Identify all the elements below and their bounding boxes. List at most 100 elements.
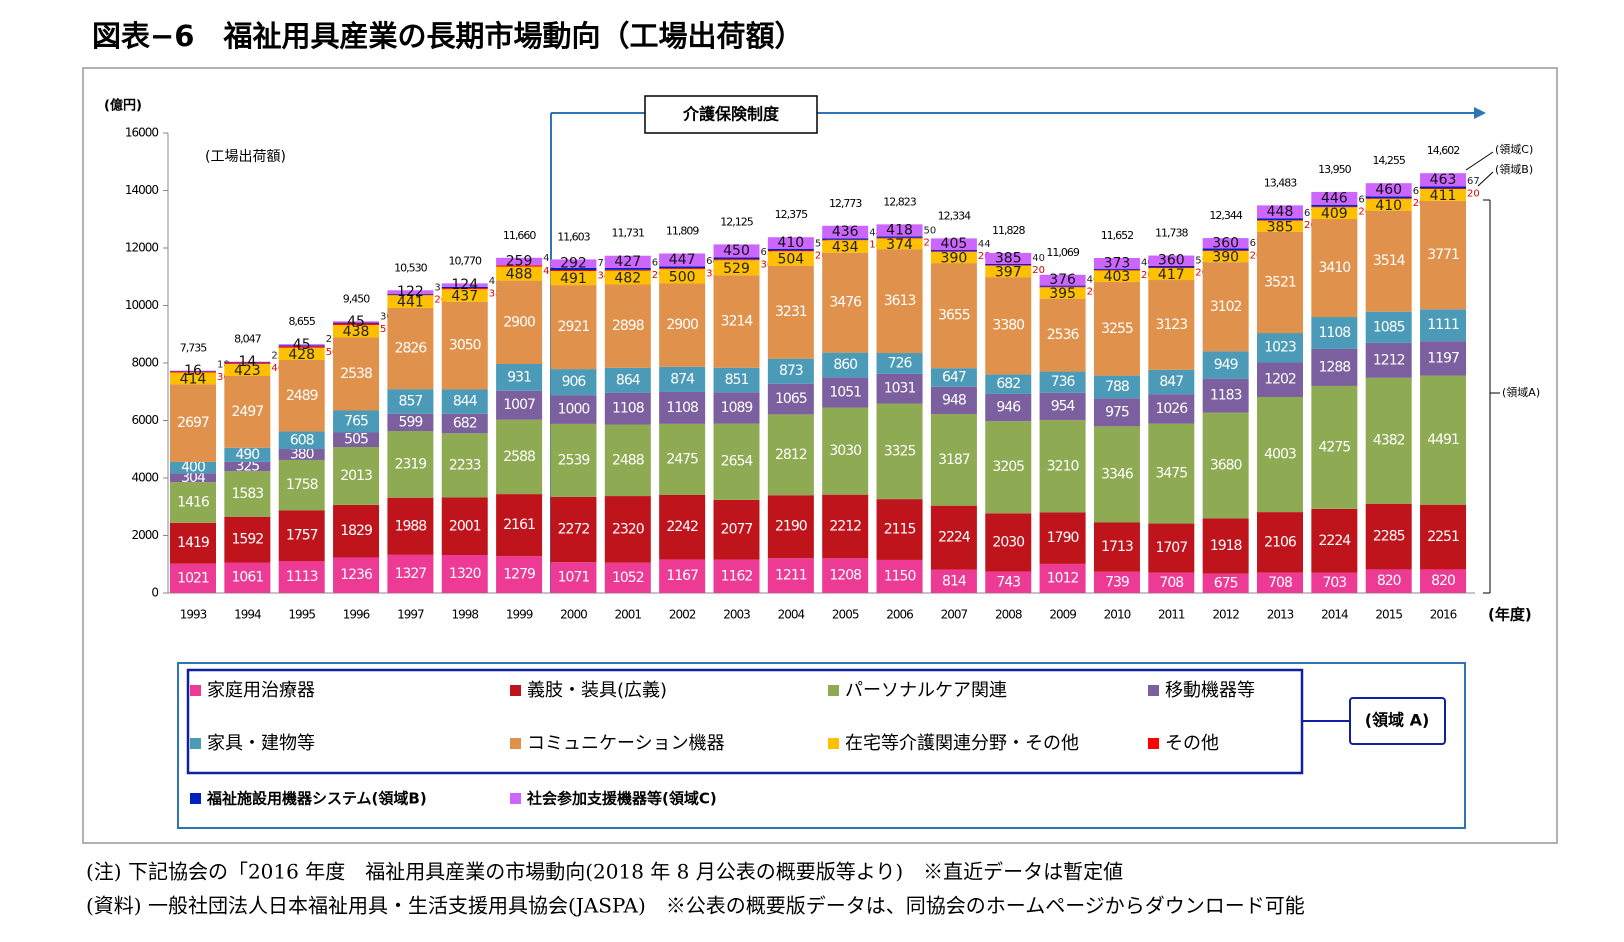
x-tick-label: 2015 <box>1375 608 1402 622</box>
value-label: 447 <box>669 252 696 268</box>
total-label: 8,655 <box>288 315 315 328</box>
bar-segment <box>659 268 705 269</box>
region-c-label: (領域C) <box>1495 142 1533 156</box>
x-tick-label: 2002 <box>669 608 696 622</box>
value-label: 1918 <box>1210 538 1242 554</box>
value-label: 418 <box>886 222 913 238</box>
value-label: 703 <box>1322 575 1346 591</box>
value-label: 2536 <box>1047 327 1080 343</box>
value-label: 2001 <box>449 518 481 534</box>
total-label: 14,602 <box>1427 144 1460 157</box>
value-label: 931 <box>507 369 531 385</box>
value-label: 1327 <box>395 566 427 582</box>
x-tick-label: 2000 <box>560 608 587 622</box>
value-label: 360 <box>1212 235 1239 251</box>
legend-region-a <box>188 670 1302 773</box>
value-label: 3214 <box>721 314 754 330</box>
bar-segment <box>1420 188 1466 189</box>
legend-swatch <box>828 685 839 696</box>
value-label: 1419 <box>177 535 209 551</box>
value-label: 3123 <box>1155 317 1187 333</box>
x-tick-label: 2013 <box>1267 608 1294 622</box>
legend-swatch <box>510 685 521 696</box>
value-label: 434 <box>832 239 859 255</box>
legend-region-a-label: (領域 A) <box>1365 711 1430 730</box>
value-label: 682 <box>453 416 477 432</box>
value-label: 1988 <box>395 518 427 534</box>
value-label: 1212 <box>1373 352 1405 368</box>
x-tick-label: 2010 <box>1104 608 1131 622</box>
value-label: 529 <box>723 261 750 277</box>
legend-swatch <box>828 738 839 749</box>
value-label: 4382 <box>1373 433 1405 449</box>
total-label: 12,823 <box>883 195 916 208</box>
value-label: 3771 <box>1427 247 1459 263</box>
value-label: 448 <box>1267 204 1294 220</box>
y-tick-label: 10000 <box>125 298 159 312</box>
value-label: 1031 <box>884 381 916 397</box>
legend-label: コミュニケーション機器 <box>527 733 725 754</box>
value-label: 3475 <box>1155 466 1187 482</box>
value-label: 2030 <box>992 534 1024 550</box>
value-label: 682 <box>996 376 1020 392</box>
value-label: 460 <box>1375 182 1402 198</box>
value-label: 409 <box>1321 206 1348 222</box>
value-label: 1162 <box>721 568 753 584</box>
value-label: 2898 <box>612 318 644 334</box>
value-label: 385 <box>1267 219 1294 235</box>
value-label: 360 <box>1158 253 1185 269</box>
total-label: 8,047 <box>234 333 261 346</box>
value-label: 2588 <box>503 449 535 465</box>
value-label: 2921 <box>558 319 590 335</box>
value-label: 3613 <box>884 293 916 309</box>
region-b-label: (領域B) <box>1495 162 1533 176</box>
y-tick-label: 4000 <box>131 471 158 485</box>
value-label: 948 <box>942 392 966 408</box>
value-label: 403 <box>1104 269 1131 285</box>
value-label: 3050 <box>449 338 481 354</box>
legend-label: パーソナルケア関連 <box>845 680 1007 701</box>
value-label: 2272 <box>558 522 590 538</box>
value-label: 847 <box>1159 374 1183 390</box>
value-label: 20 <box>1467 188 1480 199</box>
legend-swatch <box>1148 685 1159 696</box>
value-label: 2475 <box>666 451 698 467</box>
total-label: 14,255 <box>1372 154 1405 167</box>
value-label: 1416 <box>177 494 210 510</box>
legend-swatch <box>1148 738 1159 749</box>
value-label: 1021 <box>177 570 209 586</box>
total-label: 12,334 <box>938 209 971 222</box>
value-label: 45 <box>293 337 311 353</box>
value-label: 2489 <box>286 388 318 404</box>
value-label: 405 <box>941 236 968 252</box>
value-label: 417 <box>1158 267 1185 283</box>
value-label: 2654 <box>721 454 754 470</box>
value-label: 2242 <box>666 519 698 535</box>
value-label: 446 <box>1321 190 1348 206</box>
value-label: 4 <box>543 253 549 264</box>
subtitle: (工場出荷額) <box>205 149 286 165</box>
total-label: 11,603 <box>557 230 590 243</box>
y-tick-label: 6000 <box>131 413 158 427</box>
total-label: 11,809 <box>666 224 699 237</box>
value-label: 743 <box>996 574 1020 590</box>
legend-label: 家具・建物等 <box>207 733 315 754</box>
total-label: 11,652 <box>1101 229 1134 242</box>
value-label: 2251 <box>1427 529 1459 545</box>
total-label: 11,828 <box>992 224 1025 237</box>
value-label: 3476 <box>829 295 862 311</box>
x-tick-label: 1999 <box>506 608 533 622</box>
value-label: 788 <box>1105 379 1129 395</box>
x-tick-label: 2004 <box>778 608 805 622</box>
bar-segment <box>1257 220 1303 221</box>
legend-swatch <box>190 685 201 696</box>
value-label: 954 <box>1051 398 1076 414</box>
total-label: 13,950 <box>1318 163 1351 176</box>
value-label: 3680 <box>1210 458 1242 474</box>
value-label: 3380 <box>992 318 1024 334</box>
value-label: 373 <box>1104 255 1131 271</box>
note: (注) 下記協会の「2016 年度 福祉用具産業の市場動向(2018 年 8 月… <box>86 860 1123 884</box>
legend-label: 義肢・装具(広義) <box>527 680 667 701</box>
x-tick-label: 1995 <box>288 608 315 622</box>
